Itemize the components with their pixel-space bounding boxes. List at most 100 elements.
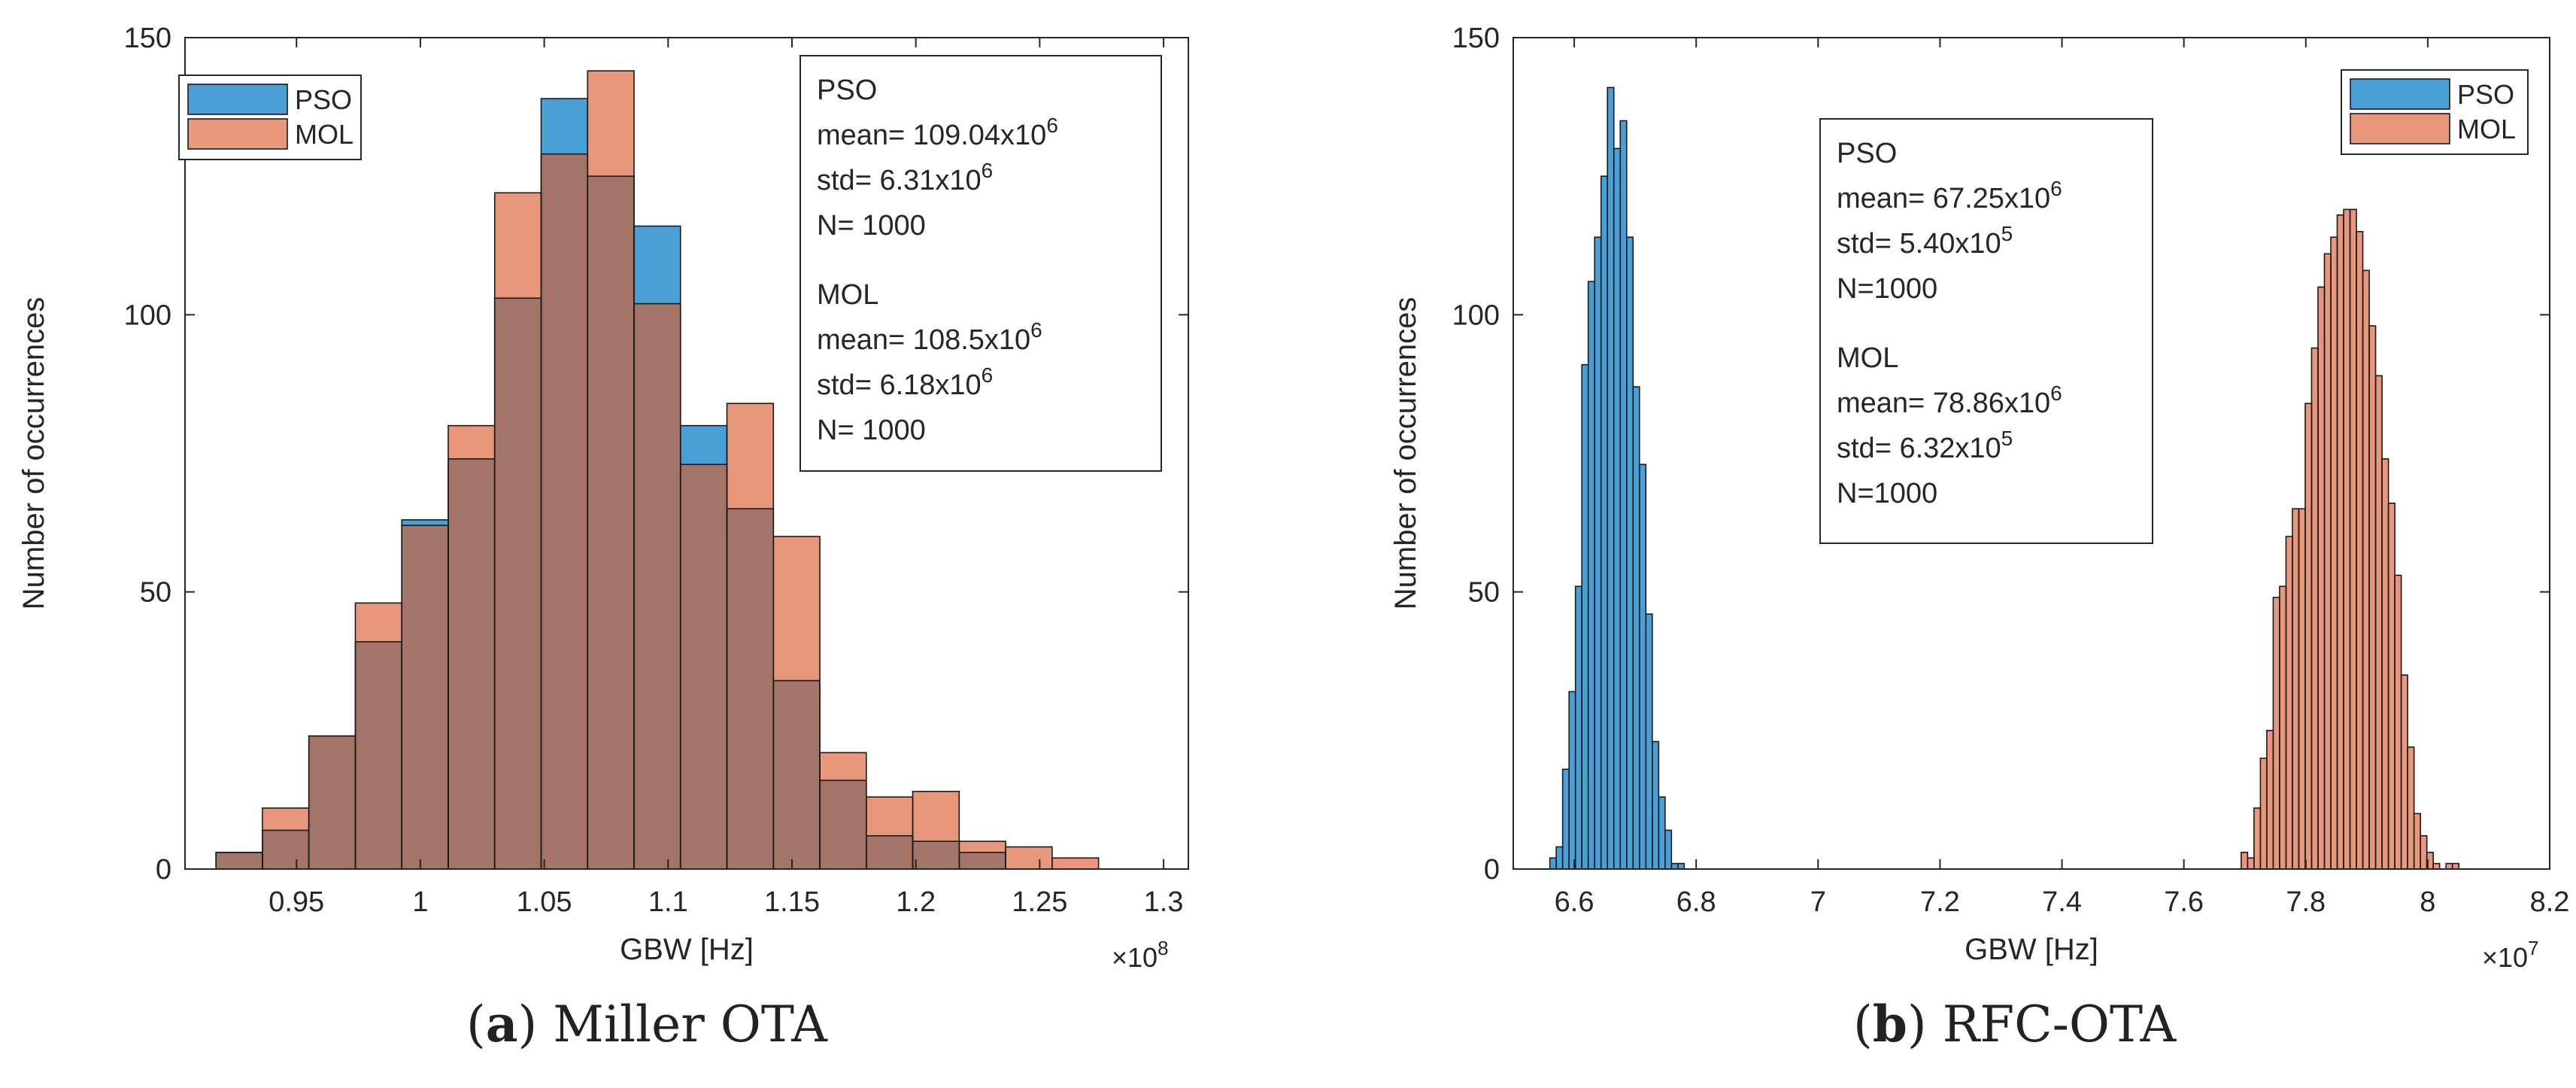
histogram-bar-pso	[1677, 863, 1685, 869]
caption-a-close: )	[517, 995, 554, 1053]
stats-line-text: N=1000	[1837, 478, 1937, 509]
histogram-bar-overlap	[680, 464, 727, 869]
histogram-bar-mol	[2362, 270, 2370, 869]
histogram-bar-mol	[2433, 863, 2440, 869]
stats-line: mean= 78.86x106	[1837, 381, 2062, 419]
axes-box	[1513, 37, 2550, 870]
histogram-bar-mol	[2241, 852, 2248, 869]
histogram-bar-pso	[1658, 797, 1665, 869]
caption-a-label: a	[485, 995, 518, 1053]
histogram-bar-mol	[2369, 326, 2376, 870]
x-exponent-power: 8	[1158, 937, 1168, 959]
stats-box-frame	[800, 55, 1162, 472]
histogram-bar-overlap	[448, 458, 495, 869]
histogram-bar-pso	[1639, 464, 1646, 869]
histogram-bar-mol	[2324, 254, 2331, 869]
stats-line-text: std= 6.31x10	[817, 165, 982, 196]
histogram-bar-overlap	[541, 153, 588, 869]
histogram-bar-pso	[1607, 87, 1614, 869]
histogram-bar-mol	[2375, 375, 2383, 869]
caption-b-open: (	[1853, 995, 1873, 1053]
stats-line-text: std= 6.32x10	[1837, 433, 2001, 464]
histogram-bar-pso	[1626, 237, 1634, 869]
stats-line: std= 6.31x106	[817, 159, 993, 196]
x-tick-label: 7.2	[1920, 886, 1960, 918]
x-exponent-base: ×10	[1112, 942, 1158, 973]
histogram-bar-pso	[1575, 586, 1582, 869]
histogram-bar-mol	[2317, 287, 2325, 869]
stats-line-text: N= 1000	[817, 210, 926, 242]
x-axis-label: GBW [Hz]	[620, 933, 754, 966]
stats-line: N=1000	[1837, 273, 1937, 305]
histogram-bar-overlap	[773, 680, 821, 869]
legend-swatch-mol	[187, 118, 288, 150]
caption-a: (a) Miller OTA	[466, 995, 827, 1062]
histogram-bar-mol	[2408, 746, 2414, 869]
histogram-bar-pso	[1646, 614, 1652, 869]
x-tick-label: 8	[2420, 886, 2435, 918]
y-tick-label: 150	[124, 23, 171, 54]
histogram-bar-pso	[1556, 846, 1563, 869]
histogram-bar-mol	[2356, 231, 2363, 869]
x-tick-label: 8.2	[2530, 886, 2570, 918]
x-tick-label: 0.95	[269, 886, 324, 918]
stats-line: N= 1000	[817, 415, 926, 446]
y-tick-label: 0	[1484, 854, 1500, 886]
histogram-bar-mol	[2330, 237, 2338, 869]
histogram-bar-mol	[2395, 575, 2402, 869]
stats-line: std= 5.40x105	[1837, 222, 2013, 260]
x-exponent-power: 7	[2528, 937, 2538, 959]
histogram-bar-overlap	[308, 736, 356, 869]
chart-panel-a: 0.95 1 1.05 1.1 1.15 1.2 1.25 1.3 0 50 100 150 GBW […	[17, 23, 1189, 973]
caption-b-text: RFC-OTA	[1942, 995, 2177, 1053]
stats-line-sup: 6	[2050, 381, 2062, 405]
histogram-bar-mol	[2247, 858, 2254, 869]
x-tick-label: 1.15	[764, 886, 820, 918]
histogram-bar-pso	[1613, 148, 1621, 870]
stats-line: N= 1000	[817, 210, 926, 242]
histogram-bar-overlap	[262, 830, 309, 869]
histogram-bar-mol	[2266, 730, 2274, 869]
stats-line-text: mean= 109.04x10	[817, 120, 1046, 151]
stats-line-text: N= 1000	[817, 415, 926, 446]
y-axis-label: Number of occurrences	[1389, 297, 1422, 610]
legend-label-mol: MOL	[2457, 114, 2516, 144]
histogram-bar-mol	[2253, 807, 2261, 869]
legend-label-mol: MOL	[295, 119, 353, 150]
histogram-bar-mol	[2298, 509, 2305, 869]
caption-b-close: )	[1907, 995, 1943, 1053]
stats-line: N=1000	[1837, 478, 1937, 509]
x-tick-label: 6.6	[1555, 886, 1594, 918]
histogram-bar-overlap	[727, 509, 774, 869]
histogram-bar-overlap	[494, 298, 542, 869]
histogram-bar-overlap	[402, 525, 448, 869]
x-tick-label: 1.2	[896, 886, 936, 918]
legend-label-pso: PSO	[2457, 79, 2514, 110]
histogram-bar-mol	[2401, 675, 2408, 869]
stats-line: mean= 67.25x106	[1837, 177, 2062, 214]
legend: PSO MOL	[2341, 69, 2529, 155]
stats-line-sup: 5	[2001, 222, 2013, 245]
histogram-bar-overlap	[634, 303, 681, 870]
stats-line-text: mean= 108.5x10	[817, 324, 1030, 356]
y-tick-label: 50	[1468, 577, 1500, 609]
y-tick-label: 100	[124, 299, 171, 331]
stats-group-title-mol: MOL	[817, 279, 878, 311]
histogram-bar-mol	[2414, 813, 2421, 869]
stats-line-sup: 6	[982, 363, 994, 387]
stats-line: mean= 108.5x106	[817, 318, 1042, 356]
stats-line-sup: 6	[1030, 318, 1042, 342]
x-tick-label: 1.3	[1144, 886, 1184, 918]
x-tick-label: 1.25	[1012, 886, 1067, 918]
histogram-bar-overlap	[866, 835, 913, 869]
histogram-bar-mol	[2446, 863, 2453, 869]
histogram-bar-mol	[2382, 458, 2389, 869]
histogram-bar-pso	[1569, 691, 1576, 869]
caption-a-open: (	[466, 995, 486, 1053]
stats-group-title-mol: MOL	[1837, 342, 1898, 374]
histogram-bar-mol	[2304, 403, 2312, 869]
histogram-bar-mol	[1006, 846, 1052, 869]
x-axis-label: GBW [Hz]	[1965, 933, 2098, 966]
